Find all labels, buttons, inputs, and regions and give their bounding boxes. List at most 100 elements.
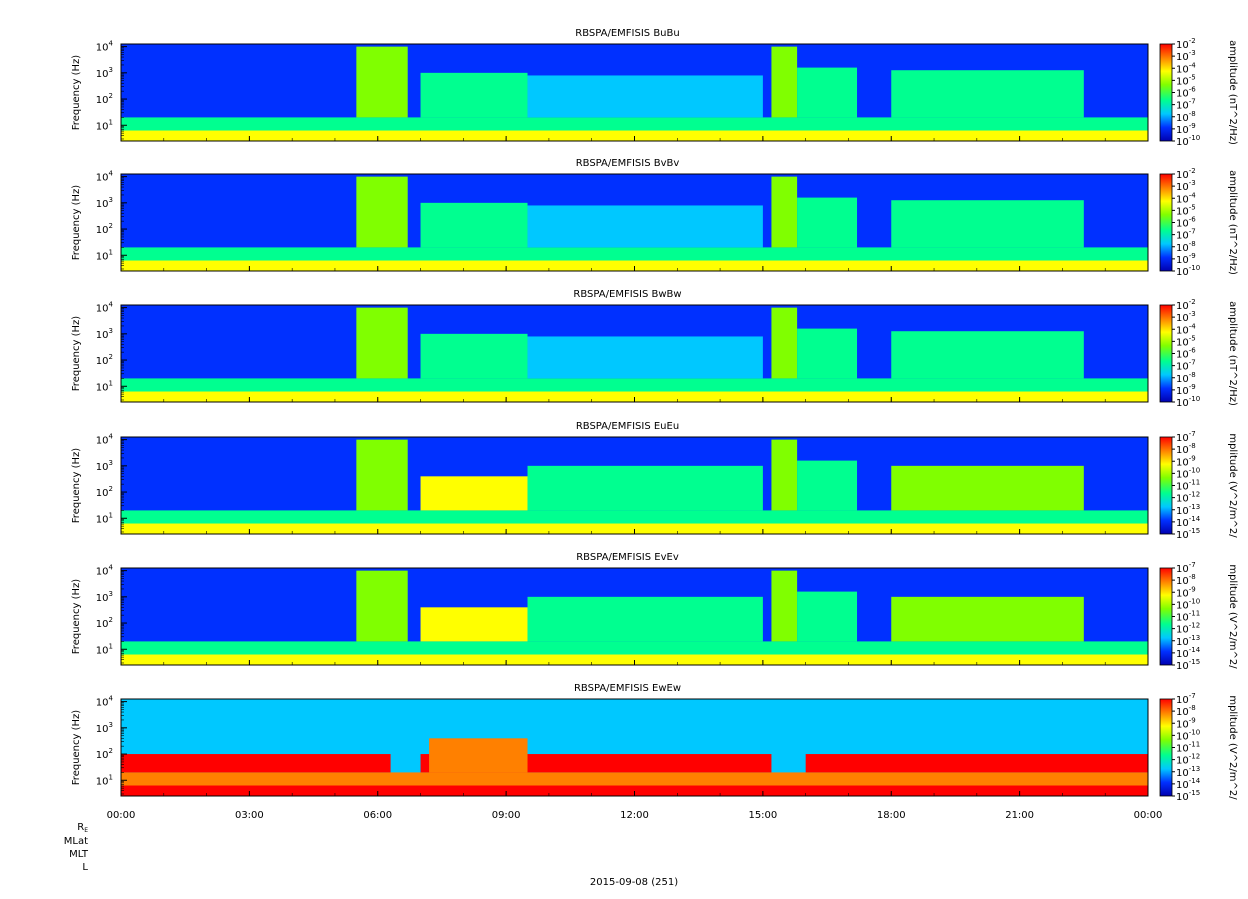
colorbar-tick-label: 10-3 [1176,310,1196,324]
emission-feature [527,205,763,248]
colorbar [1159,173,1173,272]
colorbar-tick-label: 10-9 [1176,585,1196,599]
emission-feature [420,72,528,118]
x-tick-label: 18:00 [877,810,906,821]
colorbar-tick-label: 10-11 [1176,610,1200,624]
emission-feature [805,754,1148,773]
y-tick-label: 101 [96,511,113,525]
colorbar-tick-label: 10-10 [1176,395,1200,409]
x-tick-label: 15:00 [748,810,777,821]
colorbar [1159,436,1173,535]
y-tick-label: 101 [96,379,113,393]
ephem-l-label: L [82,862,88,873]
colorbar-tick-label: 10-12 [1176,491,1200,505]
emission-feature [356,439,408,511]
x-tick-label: 03:00 [235,810,264,821]
y-tick-label: 102 [96,485,113,499]
emission-feature [797,591,858,642]
emission-feature [356,307,408,379]
panel-title: RBSPA/EMFISIS BwBw [573,289,681,300]
colorbar-tick-label: 10-9 [1176,454,1196,468]
spectrogram-panel: RBSPA/EMFISIS BwBw Frequency (Hz) 101 102 10… [71,289,1238,409]
colorbar-tick-label: 10-10 [1176,264,1200,278]
emission-feature [429,738,528,773]
y-tick-label: 103 [96,327,113,341]
emission-feature [420,607,528,642]
y-tick-label: 104 [96,433,114,447]
y-axis-label: Frequency (Hz) [71,579,82,655]
x-tick-label: 00:00 [107,810,136,821]
colorbar [1159,304,1173,403]
colorbar-tick-label: 10-7 [1176,98,1196,112]
colorbar-tick-label: 10-15 [1176,527,1200,541]
colorbar-tick-label: 10-13 [1176,634,1200,648]
y-tick-label: 104 [96,40,114,54]
colorbar-tick-label: 10-2 [1176,37,1196,51]
colorbar-tick-label: 10-3 [1176,49,1196,63]
colorbar-tick-label: 10-5 [1176,334,1196,348]
y-axis-label: Frequency (Hz) [71,448,82,524]
x-tick-label: 06:00 [363,810,392,821]
y-axis-label: Frequency (Hz) [71,185,82,261]
emission-feature [356,46,408,118]
colorbar-tick-label: 10-10 [1176,597,1200,611]
colorbar-tick-label: 10-6 [1176,86,1196,100]
colorbar-tick-label: 10-10 [1176,134,1200,148]
emission-feature [356,176,408,248]
y-axis-label: Frequency (Hz) [71,55,82,131]
colorbar-tick-label: 10-2 [1176,298,1196,312]
colorbar-tick-label: 10-5 [1176,203,1196,217]
panel-title: RBSPA/EMFISIS EvEv [576,552,679,563]
colorbar-tick-label: 10-14 [1176,646,1201,660]
y-tick-label: 101 [96,118,113,132]
y-axis-label: Frequency (Hz) [71,316,82,392]
floor-band-low [121,523,1148,534]
spectrogram-panel: RBSPA/EMFISIS BvBv Frequency (Hz) 101 102 10… [71,158,1238,278]
y-tick-label: 103 [96,66,113,80]
emission-feature [771,307,798,379]
colorbar-tick-label: 10-7 [1176,228,1196,242]
colorbar-tick-label: 10-13 [1176,503,1200,517]
colorbar-tick-label: 10-8 [1176,442,1196,456]
colorbar-label: amplitude (nT^2/Hz) [1227,40,1238,145]
emission-feature [527,465,763,511]
colorbar-tick-label: 10-8 [1176,240,1196,254]
colorbar-tick-label: 10-7 [1176,430,1196,444]
y-tick-label: 101 [96,248,113,262]
colorbar-tick-label: 10-15 [1176,658,1200,672]
y-axis-label: Frequency (Hz) [71,710,82,786]
colorbar-label: mplitude (V^2/m^2/ [1227,433,1238,538]
emission-feature [891,70,1084,118]
colorbar-label: amplitude (nT^2/Hz) [1227,301,1238,406]
emission-feature [797,67,858,118]
colorbar-tick-label: 10-4 [1176,191,1196,205]
colorbar [1159,698,1173,797]
emission-feature [527,596,763,642]
y-tick-label: 103 [96,196,113,210]
emission-feature [891,596,1084,642]
floor-band-low [121,260,1148,271]
colorbar-tick-label: 10-12 [1176,753,1200,767]
colorbar-tick-label: 10-14 [1176,777,1201,791]
emission-feature [527,336,763,379]
ephem-re-label: RE [77,822,88,834]
y-tick-label: 104 [96,564,114,578]
panel-title: RBSPA/EMFISIS EuEu [576,421,679,432]
date-label: 2015-09-08 (251) [590,877,678,888]
emission-feature [891,331,1084,379]
floor-band-low [121,391,1148,402]
spectrogram-panel: RBSPA/EMFISIS EuEu Frequency (Hz) 101 102 10… [71,421,1238,541]
colorbar-tick-label: 10-10 [1176,466,1200,480]
emission-feature [420,333,528,379]
emission-feature [771,176,798,248]
x-tick-label: 12:00 [620,810,649,821]
colorbar-tick-label: 10-6 [1176,347,1196,361]
colorbar-tick-label: 10-5 [1176,73,1196,87]
colorbar-tick-label: 10-7 [1176,561,1196,575]
colorbar-tick-label: 10-11 [1176,479,1200,493]
colorbar-label: amplitude (nT^2/Hz) [1227,170,1238,275]
emission-feature [771,46,798,118]
colorbar-tick-label: 10-4 [1176,61,1196,75]
floor-band-low [121,130,1148,141]
